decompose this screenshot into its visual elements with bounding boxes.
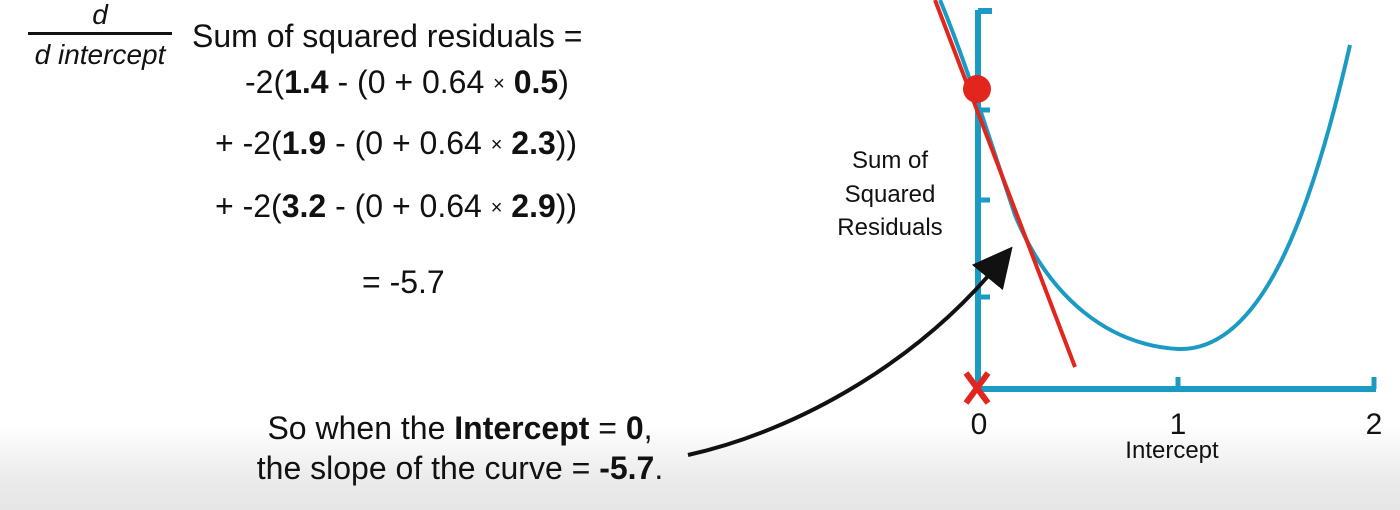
times-symbol: × xyxy=(493,73,505,95)
term-close: )) xyxy=(555,188,578,224)
derivative-operator: d d intercept xyxy=(12,0,188,71)
term-middle: - (0 + 0.64 xyxy=(326,125,491,161)
x-tick-label: 0 xyxy=(971,408,988,441)
derivative-denominator: d intercept xyxy=(34,39,166,70)
caption-text: , xyxy=(643,410,653,446)
times-symbol: × xyxy=(490,134,503,156)
term-weight: 2.9 xyxy=(511,188,556,224)
term-middle: - (0 + 0.64 xyxy=(328,64,494,100)
term-close: )) xyxy=(555,125,578,161)
term-middle: - (0 + 0.64 xyxy=(326,188,491,224)
caption-text: So when the xyxy=(267,410,455,446)
term-observed: 1.4 xyxy=(284,64,329,100)
term-observed: 3.2 xyxy=(281,188,327,224)
term-weight: 0.5 xyxy=(513,64,559,100)
bottom-band xyxy=(0,425,1400,510)
x-axis-label: Intercept xyxy=(1125,437,1219,464)
term-close: ) xyxy=(558,64,569,100)
y-axis-label-line-3: Residuals xyxy=(837,214,942,241)
caption-text: = xyxy=(589,410,626,446)
caption-intercept-word: Intercept xyxy=(454,410,590,446)
y-axis-label-line-2: Squared xyxy=(845,181,936,208)
tangent-line xyxy=(933,0,1077,368)
caption-text: . xyxy=(654,450,664,486)
ssr-curve xyxy=(938,0,1352,352)
fraction-bar xyxy=(28,32,172,35)
x-marker xyxy=(963,371,991,405)
term-prefix: + -2( xyxy=(215,125,282,161)
term-prefix: + -2( xyxy=(215,188,282,224)
equation-term-3: + -2(3.2 - (0 + 0.64 × 2.9)) xyxy=(215,190,577,222)
y-axis-label-line-1: Sum of xyxy=(852,147,928,174)
caption-line-1: So when the Intercept = 0, xyxy=(200,408,720,448)
equation-term-2: + -2(1.9 - (0 + 0.64 × 2.3)) xyxy=(215,127,577,159)
caption-text: the slope of the curve = xyxy=(256,450,600,486)
equation-result: = -5.7 xyxy=(362,264,445,300)
x-tick-label: 2 xyxy=(1366,408,1383,441)
term-weight: 2.3 xyxy=(511,125,556,161)
caption: So when the Intercept = 0, the slope of … xyxy=(200,408,720,488)
annotation-arrow xyxy=(687,246,1013,457)
times-symbol: × xyxy=(490,197,503,219)
caption-line-2: the slope of the curve = -5.7. xyxy=(200,448,720,488)
term-prefix: -2( xyxy=(245,64,285,100)
caption-intercept-value: 0 xyxy=(625,410,644,446)
caption-slope-value: -5.7 xyxy=(599,450,655,486)
equation-term-1: -2(1.4 - (0 + 0.64 × 0.5) xyxy=(245,66,569,98)
equation-lead: Sum of squared residuals = xyxy=(192,18,583,54)
derivative-numerator: d xyxy=(92,0,108,30)
term-observed: 1.9 xyxy=(281,125,327,161)
x-tick-label: 1 xyxy=(1170,408,1187,441)
tangent-point xyxy=(963,75,991,103)
